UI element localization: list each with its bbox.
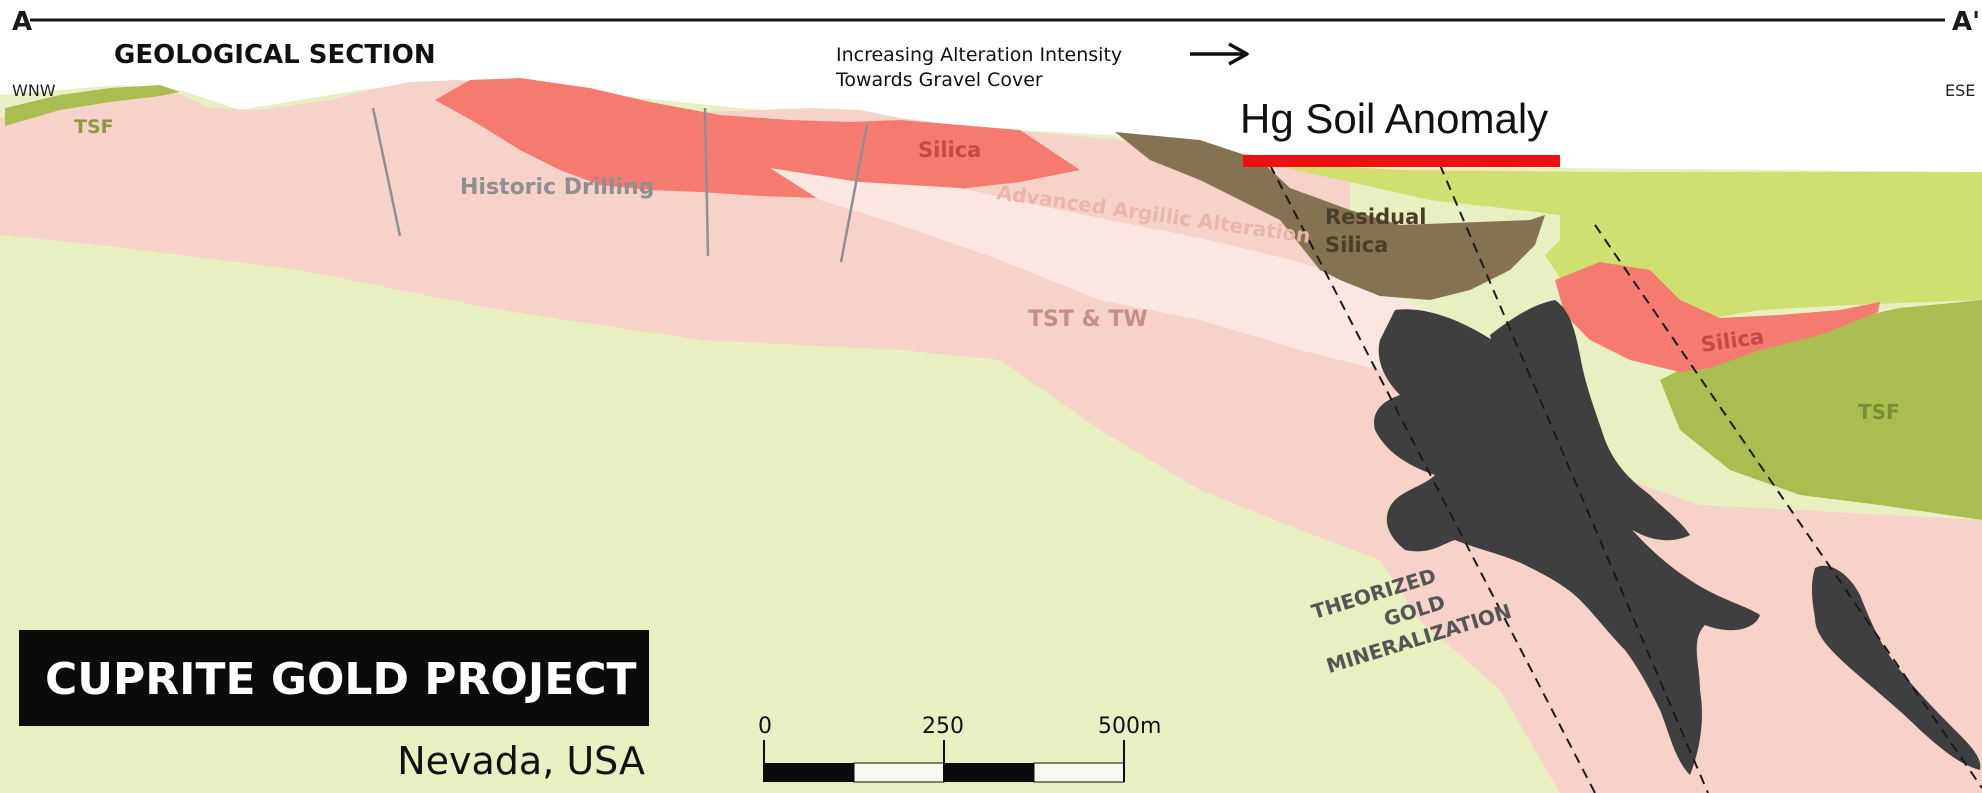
fault-3	[1594, 224, 1982, 789]
scale-bar: 0 250 500m	[758, 714, 1161, 783]
drill-hole-3	[839, 124, 869, 263]
west-direction-label: WNW	[12, 81, 56, 100]
tsf-east-label: TSF	[1858, 400, 1900, 424]
residual-silica-unit	[1115, 132, 1545, 300]
drill-hole-2	[703, 107, 710, 257]
east-direction-label: ESE	[1945, 81, 1975, 100]
tsf-east-bright	[1250, 160, 1982, 320]
silica-east-pod	[1555, 262, 1880, 372]
section-title: GEOLOGICAL SECTION	[114, 40, 436, 70]
scale-label-500: 500m	[1098, 714, 1161, 739]
trend-text-line2: Towards Gravel Cover	[835, 69, 1043, 91]
project-location: Nevada, USA	[397, 739, 645, 783]
mineralization-main	[1374, 309, 1760, 775]
trend-text-line1: Increasing Alteration Intensity	[836, 44, 1122, 66]
project-badge	[19, 630, 649, 726]
scale-label-0: 0	[758, 714, 772, 739]
tsf-west-unit	[5, 85, 180, 126]
scale-bar-seg-4	[1033, 762, 1125, 783]
argillic-band	[770, 168, 1510, 430]
hg-anomaly-label: Hg Soil Anomaly	[1240, 95, 1548, 142]
residual-silica-label-line1: Residual	[1325, 205, 1426, 229]
mineralization-east	[1811, 565, 1981, 770]
scale-bar-seg-2	[853, 762, 945, 783]
tst-tw-unit	[0, 80, 1982, 793]
silica-top-label: Silica	[918, 138, 981, 162]
project-name: CUPRITE GOLD PROJECT	[45, 654, 637, 705]
trend-arrow-icon	[1190, 42, 1249, 66]
fault-2	[1439, 164, 1709, 793]
mineralization-branch	[1490, 300, 1690, 541]
section-end-letter: A'	[1952, 7, 1980, 37]
residual-silica-label-line2: Silica	[1325, 233, 1388, 257]
scale-bar-seg-1	[764, 763, 854, 782]
historic-drilling-label: Historic Drilling	[460, 175, 654, 200]
section-start-letter: A	[12, 7, 32, 37]
tsf-west-label: TSF	[74, 116, 114, 138]
silica-cap	[435, 78, 1080, 198]
tst-tw-label: TST & TW	[1028, 307, 1148, 332]
sky-area	[0, 0, 1982, 172]
scale-label-250: 250	[922, 714, 964, 739]
scale-bar-seg-3	[944, 763, 1034, 782]
drill-hole-1	[371, 107, 402, 237]
hg-anomaly-bar	[1243, 155, 1560, 167]
